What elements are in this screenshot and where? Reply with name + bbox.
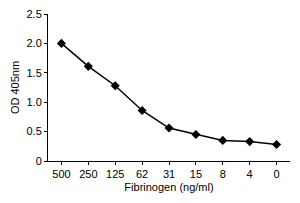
svg-text:31: 31 xyxy=(163,168,175,180)
svg-text:4: 4 xyxy=(247,168,253,180)
svg-text:2.5: 2.5 xyxy=(27,8,42,20)
svg-text:250: 250 xyxy=(79,168,97,180)
svg-text:0: 0 xyxy=(36,155,42,167)
svg-text:1.0: 1.0 xyxy=(27,96,42,108)
svg-text:0.5: 0.5 xyxy=(27,125,42,137)
svg-text:8: 8 xyxy=(220,168,226,180)
svg-text:125: 125 xyxy=(106,168,124,180)
svg-text:0: 0 xyxy=(273,168,279,180)
svg-text:15: 15 xyxy=(190,168,202,180)
svg-text:OD 405nm: OD 405nm xyxy=(9,61,21,114)
svg-text:2.0: 2.0 xyxy=(27,37,42,49)
svg-text:Fibrinogen (ng/ml): Fibrinogen (ng/ml) xyxy=(124,181,213,193)
svg-text:62: 62 xyxy=(136,168,148,180)
svg-text:500: 500 xyxy=(52,168,70,180)
svg-text:1.5: 1.5 xyxy=(27,67,42,79)
